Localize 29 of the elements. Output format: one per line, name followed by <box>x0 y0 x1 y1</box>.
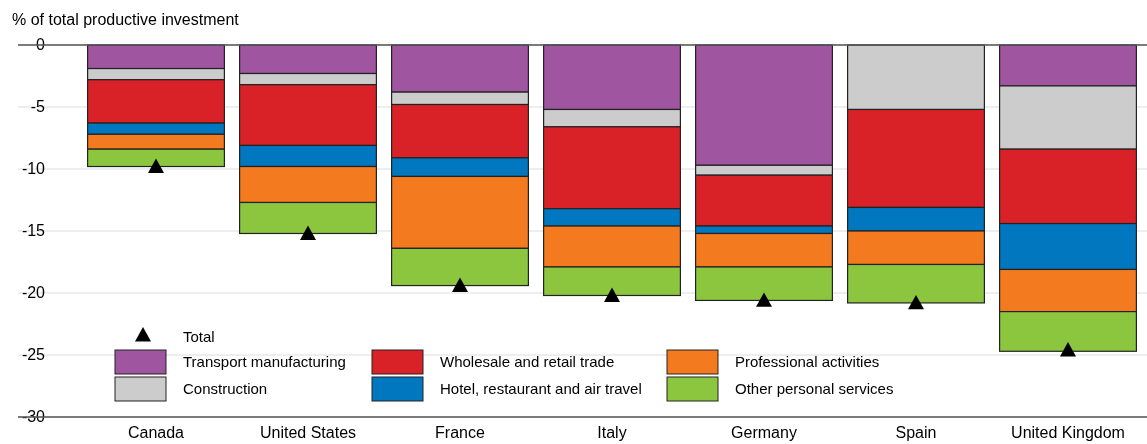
legend-label: Total <box>183 328 215 345</box>
x-tick-label: France <box>435 424 485 441</box>
legend-label: Transport manufacturing <box>183 353 346 370</box>
point <box>1060 342 1076 357</box>
y-tick-label: -25 <box>21 346 46 363</box>
x-tick-label: Germany <box>731 424 797 441</box>
y-tick-label: 0 <box>36 36 46 53</box>
x-tick-label: United States <box>259 424 357 441</box>
y-tick-label: -10 <box>21 160 46 177</box>
legend-label: Other personal services <box>735 380 894 397</box>
y-tick-label: -20 <box>21 284 46 301</box>
point <box>604 287 620 302</box>
x-tick-label: Canada <box>127 424 185 441</box>
point <box>908 294 924 310</box>
y-tick-label: -30 <box>21 408 46 425</box>
x-tick-label: United Kingdom <box>1011 424 1125 441</box>
y-axis-title: % of total productive investment <box>12 11 240 28</box>
y-tick-label: -5 <box>30 98 46 115</box>
point <box>756 292 772 307</box>
x-tick-label: Italy <box>597 424 627 441</box>
legend-label: Hotel, restaurant and air travel <box>440 380 642 397</box>
x-tick-label: Spain <box>895 424 937 441</box>
legend-label: Construction <box>183 380 268 397</box>
y-tick-label: -15 <box>21 222 46 239</box>
point <box>300 225 316 240</box>
point <box>148 158 164 173</box>
legend-label: Wholesale and retail trade <box>440 353 615 370</box>
point <box>452 277 468 292</box>
legend-label: Professional activities <box>735 353 880 370</box>
